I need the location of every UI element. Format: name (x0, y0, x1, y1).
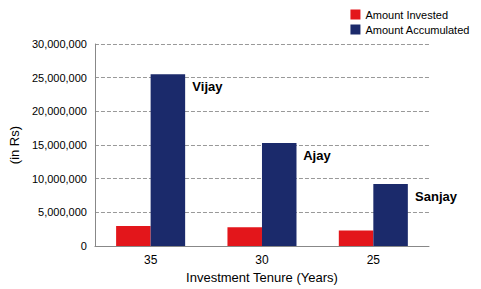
svg-text:20,000,000: 20,000,000 (32, 105, 87, 117)
svg-text:Investment Tenure (Years): Investment Tenure (Years) (186, 270, 338, 285)
svg-text:25: 25 (367, 253, 381, 267)
svg-text:10,000,000: 10,000,000 (32, 173, 87, 185)
svg-text:25,000,000: 25,000,000 (32, 72, 87, 84)
svg-text:Vijay: Vijay (185, 79, 223, 94)
svg-text:Ajay: Ajay (296, 148, 331, 163)
svg-text:30,000,000: 30,000,000 (32, 38, 87, 50)
svg-text:30: 30 (255, 253, 269, 267)
svg-text:15,000,000: 15,000,000 (32, 139, 87, 151)
svg-text:Amount Invested: Amount Invested (365, 9, 448, 21)
svg-text:35: 35 (144, 253, 158, 267)
svg-text:5,000,000: 5,000,000 (38, 206, 87, 218)
svg-text:Amount Accumulated: Amount Accumulated (365, 24, 469, 36)
svg-text:Sanjay: Sanjay (408, 189, 458, 204)
svg-text:0: 0 (81, 240, 87, 252)
svg-text:(in Rs): (in Rs) (7, 126, 22, 164)
